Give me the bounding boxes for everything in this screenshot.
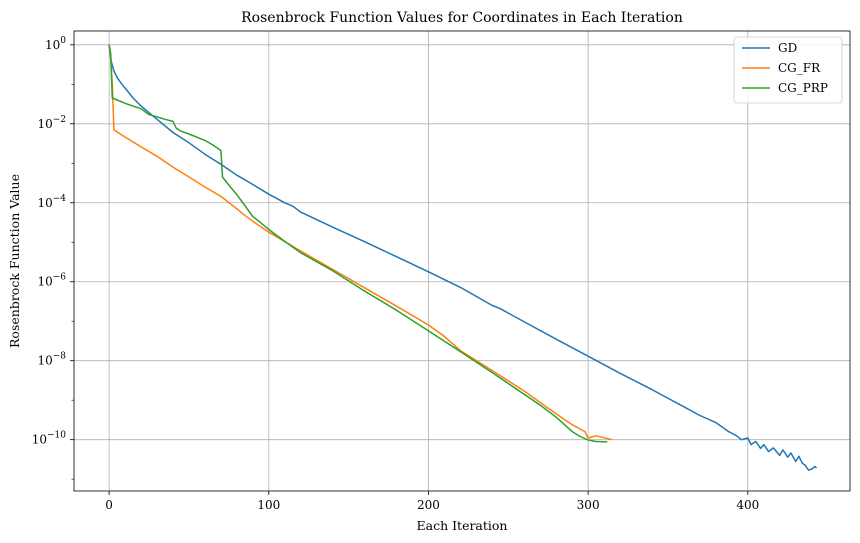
x-axis-label: Each Iteration [417, 518, 508, 533]
y-tick-label: 100 [45, 36, 66, 52]
y-tick-label: 10−8 [37, 352, 66, 368]
grid-lines [74, 31, 850, 491]
x-axis-ticks: 0 100 200 300 400 [105, 491, 759, 512]
chart-title: Rosenbrock Function Values for Coordinat… [241, 10, 683, 26]
y-tick-label: 10−2 [37, 115, 66, 131]
plot-series [108, 44, 818, 471]
x-tick-label: 400 [736, 498, 759, 512]
legend: GD CG_FR CG_PRP [733, 36, 843, 104]
series-line-cg-prp [108, 44, 608, 443]
x-tick-label: 300 [577, 498, 600, 512]
y-tick-label: 10−6 [37, 273, 66, 289]
plot-frame [73, 30, 851, 492]
legend-label: CG_FR [778, 61, 821, 75]
legend-label: GD [778, 41, 797, 55]
y-axis-label: Rosenbrock Function Value [7, 174, 22, 348]
x-tick-label: 100 [257, 498, 280, 512]
legend-box [733, 36, 843, 104]
legend-label: CG_PRP [778, 81, 828, 95]
x-tick-label: 0 [105, 498, 113, 512]
y-tick-label: 10−10 [32, 431, 67, 447]
y-tick-label: 10−4 [37, 194, 66, 210]
x-tick-label: 200 [417, 498, 440, 512]
series-line-gd [108, 44, 818, 471]
y-axis-ticks: 100 10−2 10−4 10−6 10−8 10−10 [32, 36, 74, 480]
